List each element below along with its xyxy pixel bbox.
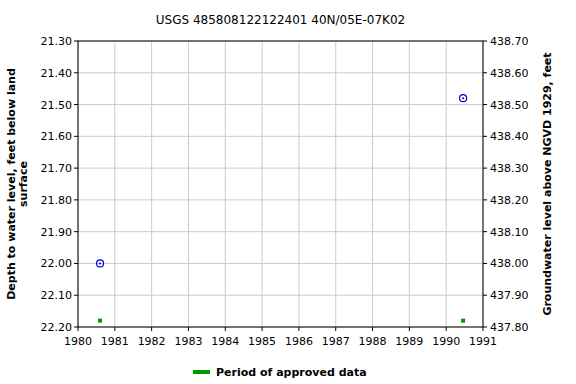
approved-period xyxy=(461,319,465,323)
y-tick-label: 21.40 xyxy=(41,67,73,80)
marker-dot xyxy=(99,262,101,264)
x-tick-label: 1985 xyxy=(248,335,276,348)
y-tick-label: 22.20 xyxy=(41,321,73,334)
tick xyxy=(483,263,487,264)
tick xyxy=(188,327,189,331)
tick xyxy=(483,72,487,73)
grid-line xyxy=(335,41,336,327)
grid-line xyxy=(78,295,483,296)
y-tick-label: 21.80 xyxy=(41,194,73,207)
grid xyxy=(78,41,483,327)
title: USGS 485808122122401 40N/05E-07K02 xyxy=(156,13,405,27)
y2-tick-label: 437.80 xyxy=(490,321,529,334)
tick xyxy=(74,327,78,328)
tick xyxy=(483,168,487,169)
tick xyxy=(483,136,487,137)
y2-tick-label: 438.40 xyxy=(490,130,529,143)
y-tick-label: 21.70 xyxy=(41,162,73,175)
y2-tick-label: 438.20 xyxy=(490,194,529,207)
grid-line xyxy=(78,104,483,105)
data-point xyxy=(460,95,467,102)
x-tick-label: 1983 xyxy=(174,335,202,348)
y2-tick-label: 438.60 xyxy=(490,67,529,80)
marker-ring xyxy=(460,95,467,102)
tick xyxy=(483,295,487,296)
x-tick-label: 1991 xyxy=(469,335,497,348)
grid-line xyxy=(78,136,483,137)
y-tick-label: 21.50 xyxy=(41,99,73,112)
y-tick-label: 22.10 xyxy=(41,289,73,302)
grid-line xyxy=(188,41,189,327)
tick xyxy=(483,199,487,200)
tick xyxy=(335,327,336,331)
y2-tick-label: 438.10 xyxy=(490,226,529,239)
data-point xyxy=(97,260,104,267)
y2-tick-label: 438.00 xyxy=(490,257,529,270)
tick xyxy=(74,104,78,105)
tick xyxy=(225,327,226,331)
x-tick-label: 1982 xyxy=(138,335,166,348)
grid-line xyxy=(151,41,152,327)
plot-frame xyxy=(78,41,483,327)
grid-line xyxy=(78,199,483,200)
grid-line xyxy=(78,231,483,232)
x-tick-label: 1987 xyxy=(322,335,350,348)
x-tick-label: 1980 xyxy=(64,335,92,348)
marker-dot xyxy=(462,97,464,99)
y-tick-label: 21.90 xyxy=(41,226,73,239)
tick xyxy=(262,327,263,331)
grid-line xyxy=(409,41,410,327)
grid-line xyxy=(78,263,483,264)
y-tick-label: 22.00 xyxy=(41,257,73,270)
x-tick-label: 1986 xyxy=(285,335,313,348)
grid-line xyxy=(78,72,483,73)
y2-axis-label: Groundwater level above NGVD 1929, feet xyxy=(541,52,554,315)
legend-label: Period of approved data xyxy=(216,366,367,379)
tick xyxy=(74,295,78,296)
y2-tick-label: 438.30 xyxy=(490,162,529,175)
tick xyxy=(483,327,487,328)
y2-tick-label: 438.70 xyxy=(490,35,529,48)
grid-line xyxy=(372,41,373,327)
y2-tick-label: 438.50 xyxy=(490,99,529,112)
tick xyxy=(74,41,78,42)
tick xyxy=(74,168,78,169)
grid-line xyxy=(446,41,447,327)
tick xyxy=(74,72,78,73)
chart: USGS 485808122122401 40N/05E-07K02 1980 19… xyxy=(0,0,576,384)
y2-tick-label: 437.90 xyxy=(490,289,529,302)
tick xyxy=(74,199,78,200)
tick xyxy=(409,327,410,331)
x-tick-label: 1988 xyxy=(359,335,387,348)
tick xyxy=(372,327,373,331)
tick xyxy=(483,327,484,331)
tick xyxy=(74,263,78,264)
x-tick-label: 1990 xyxy=(432,335,460,348)
tick xyxy=(483,231,487,232)
y-tick-label: 21.30 xyxy=(41,35,73,48)
y-tick-label: 21.60 xyxy=(41,130,73,143)
tick xyxy=(74,136,78,137)
marks xyxy=(97,95,467,323)
tick xyxy=(483,41,487,42)
grid-line xyxy=(114,41,115,327)
y-axis-label: surface xyxy=(17,161,30,207)
legend-swatch xyxy=(193,370,210,374)
approved-period xyxy=(98,319,102,323)
grid-line xyxy=(225,41,226,327)
x-tick-label: 1989 xyxy=(395,335,423,348)
grid-line xyxy=(78,168,483,169)
tick xyxy=(151,327,152,331)
grid-line xyxy=(262,41,263,327)
tick xyxy=(78,327,79,331)
tick xyxy=(74,231,78,232)
grid-line xyxy=(298,41,299,327)
tick xyxy=(114,327,115,331)
x-tick-label: 1984 xyxy=(211,335,239,348)
tick xyxy=(446,327,447,331)
x-tick-label: 1981 xyxy=(101,335,129,348)
tick xyxy=(483,104,487,105)
marker-ring xyxy=(97,260,104,267)
tick xyxy=(298,327,299,331)
